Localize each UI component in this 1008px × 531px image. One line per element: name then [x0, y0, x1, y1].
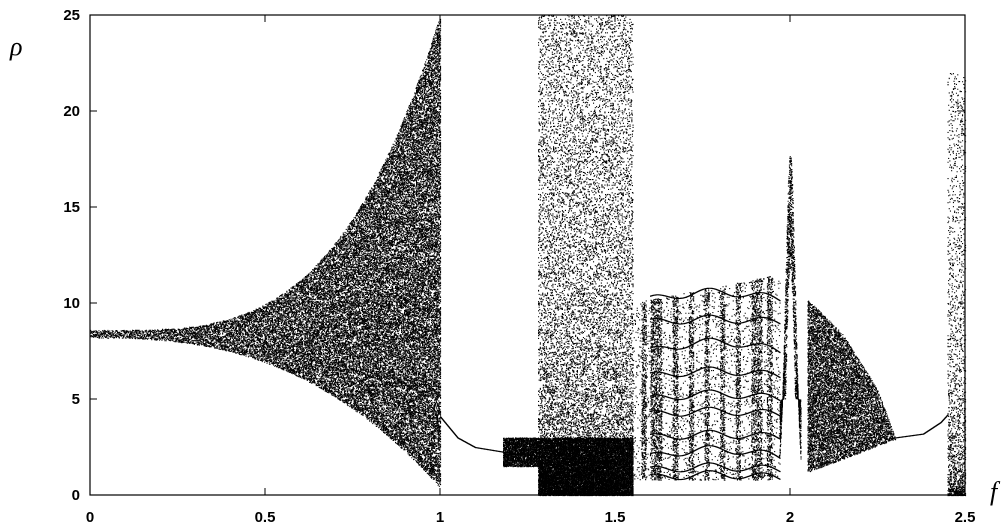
- y-tick-label: 25: [63, 7, 80, 24]
- y-tick-label: 0: [72, 487, 80, 504]
- x-tick-label: 1.5: [605, 509, 626, 526]
- bifurcation-points: [90, 15, 967, 497]
- y-tick-label: 20: [63, 103, 80, 120]
- x-tick-label: 0: [86, 509, 94, 526]
- data-points-layer: [90, 15, 967, 497]
- x-tick-label: 2.5: [955, 509, 976, 526]
- axis-ticks: 0 0.5 1 1.5 2 2.5 0 5 10 15 20 25: [63, 7, 975, 526]
- x-tick-label: 0.5: [255, 509, 276, 526]
- x-tick-label: 2: [786, 509, 794, 526]
- y-tick-label: 5: [72, 391, 80, 408]
- y-axis-label: ρ: [9, 32, 22, 61]
- y-tick-label: 15: [63, 199, 80, 216]
- y-tick-label: 10: [63, 295, 80, 312]
- x-axis-label: f: [990, 477, 1001, 506]
- x-tick-label: 1: [436, 509, 444, 526]
